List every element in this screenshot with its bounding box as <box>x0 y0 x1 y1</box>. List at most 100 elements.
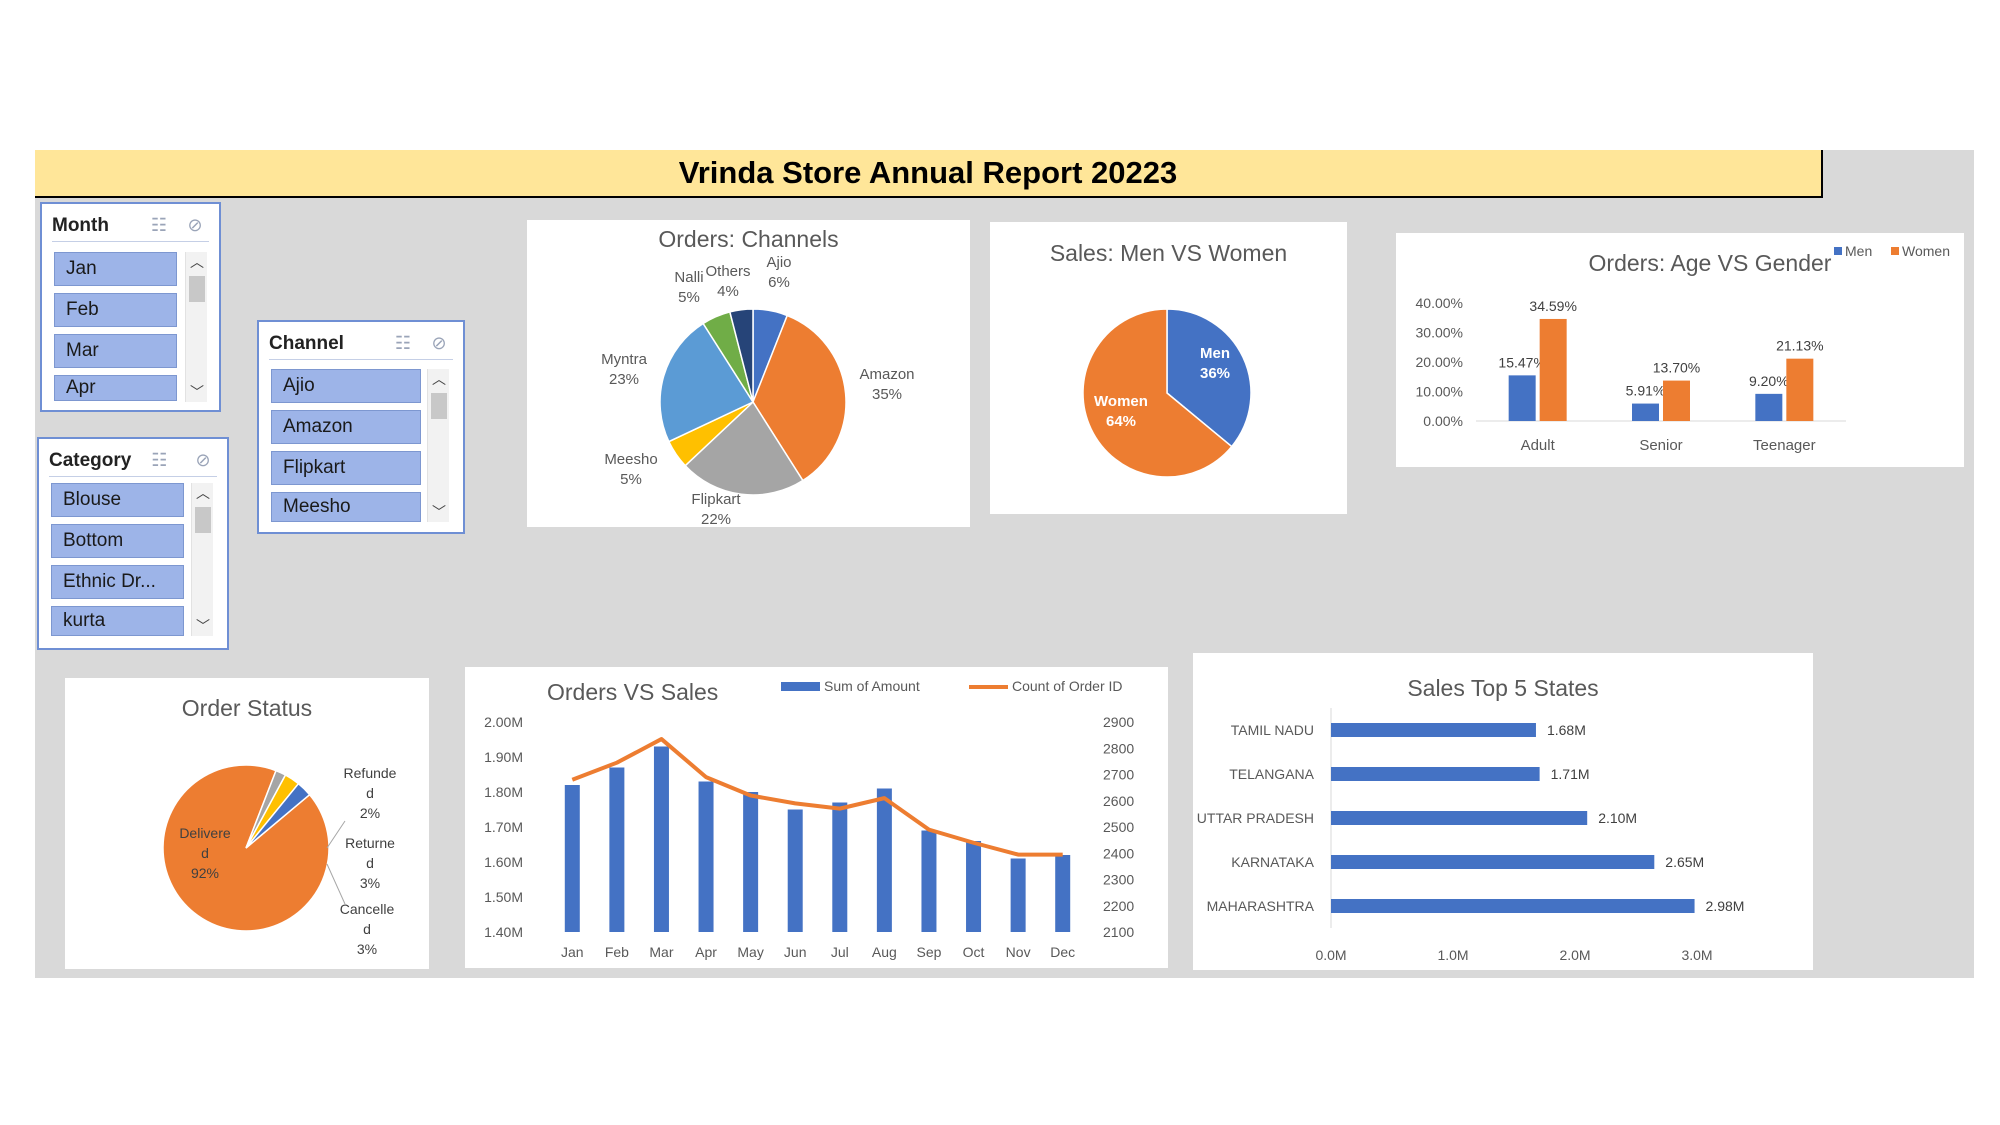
x-tick-label: Feb <box>605 944 629 960</box>
x-tick-label: Jul <box>831 944 849 960</box>
x-tick-label: Oct <box>963 944 985 960</box>
bar-jul <box>832 802 848 932</box>
orders-channels-chart[interactable]: Orders: Channels Ajio 6% Amazon 35% Flipkart… <box>527 220 970 527</box>
slicer-item-feb[interactable]: Feb <box>54 293 177 327</box>
bar-mar <box>653 746 669 932</box>
category-slicer-scrollbar[interactable]: ︿ ﹀ <box>191 483 213 636</box>
data-label: 9.20% <box>1749 373 1789 389</box>
order-status-pie: Delivere d 92% Refunde d 2% Returne d 3% Cancelle… <box>162 764 397 957</box>
slicer-item-ethnic-dress[interactable]: Ethnic Dr... <box>51 565 184 599</box>
pie-slice-amazon <box>752 314 847 482</box>
scroll-up-icon[interactable]: ︿ <box>432 371 446 387</box>
bar-apr <box>698 781 714 932</box>
bar-jan <box>564 785 580 932</box>
sales-men-women-pie: Men 36% Women 64% <box>1082 308 1252 478</box>
bar-aug <box>876 788 892 932</box>
x-tick-label: Sep <box>916 944 941 960</box>
y-tick-label: 0.00% <box>1423 413 1463 429</box>
y-right-tick-label: 2700 <box>1103 767 1134 783</box>
x-tick-label: 2.0M <box>1559 947 1590 963</box>
chart-title: Order Status <box>181 695 313 721</box>
y-right-tick-label: 2500 <box>1103 819 1134 835</box>
chart-title: Orders VS Sales <box>547 679 719 705</box>
bar-nov <box>1010 858 1026 932</box>
slicer-item-jan[interactable]: Jan <box>54 252 177 286</box>
slicer-item-ajio[interactable]: Ajio <box>271 369 421 403</box>
slicer-item-kurta[interactable]: kurta <box>51 606 184 636</box>
data-label-returned: Returne d 3% <box>345 835 395 891</box>
bar-sep <box>921 830 937 932</box>
bar-men-senior <box>1632 403 1659 421</box>
orders-age-gender-bars: 0.00% 10.00% 20.00% 30.00% 40.00% 15.47% 34.59… <box>1416 243 1950 454</box>
y-left-tick-label: 1.70M <box>484 819 523 835</box>
y-tick-label: 20.00% <box>1416 354 1463 370</box>
scroll-down-icon[interactable]: ﹀ <box>190 384 204 400</box>
pie-slice-cancelled <box>245 782 311 849</box>
orders-channels-pie: Ajio 6% Amazon 35% Flipkart 22% Meesho 5% Myntra… <box>601 254 914 527</box>
clear-filter-icon[interactable]: ⊘ <box>187 215 203 235</box>
bar-oct <box>966 841 982 932</box>
clear-filter-icon[interactable]: ⊘ <box>431 333 447 353</box>
data-label-amazon: Amazon 35% <box>859 366 914 403</box>
scroll-up-icon[interactable]: ︿ <box>196 485 210 501</box>
slicer-item-amazon[interactable]: Amazon <box>271 410 421 444</box>
category-slicer[interactable]: Category ☷ ⊘ Blouse Bottom Ethnic Dr... … <box>37 437 229 650</box>
orders-vs-sales-chart[interactable]: Orders VS Sales 1.40M 1.50M 1.60M 1.70M 1.80… <box>465 667 1168 968</box>
y-right-tick-label: 2100 <box>1103 924 1134 940</box>
slicer-item-apr[interactable]: Apr <box>54 375 177 401</box>
y-left-tick-label: 1.50M <box>484 889 523 905</box>
bar-may <box>743 792 759 932</box>
chart-title: Sales: Men VS Women <box>1049 240 1288 266</box>
scroll-thumb[interactable] <box>431 393 447 419</box>
bar-jun <box>787 809 803 932</box>
report-title: Vrinda Store Annual Report 20223 <box>35 150 1823 198</box>
bar-karnataka <box>1331 855 1655 869</box>
clear-filter-icon[interactable]: ⊘ <box>195 450 211 470</box>
y-tick-label: 30.00% <box>1416 325 1463 341</box>
scroll-up-icon[interactable]: ︿ <box>190 254 204 270</box>
sales-men-women-chart[interactable]: Sales: Men VS Women Men 36% Women 64% <box>990 222 1347 514</box>
month-slicer-scrollbar[interactable]: ︿ ﹀ <box>185 252 207 402</box>
scroll-thumb[interactable] <box>195 507 211 533</box>
month-slicer[interactable]: Month ☷ ⊘ Jan Feb Mar Apr ︿ ﹀ <box>40 202 221 412</box>
multi-select-icon[interactable]: ☷ <box>394 333 412 353</box>
pie-slice-flipkart <box>684 400 804 496</box>
multi-select-icon[interactable]: ☷ <box>151 450 168 470</box>
scroll-down-icon[interactable]: ﹀ <box>432 504 446 520</box>
data-label-flipkart: Flipkart 22% <box>691 491 741 527</box>
bar-tamil-nadu <box>1331 723 1536 737</box>
category-slicer-header: Category ☷ ⊘ <box>49 445 217 477</box>
y-left-tick-label: 1.40M <box>484 924 523 940</box>
orders-age-gender-chart[interactable]: Orders: Age VS Gender 0.00% 10.00% 20.00% 3… <box>1396 233 1964 467</box>
slicer-item-mar[interactable]: Mar <box>54 334 177 368</box>
x-tick-label: Teenager <box>1753 437 1816 454</box>
y-right-tick-label: 2300 <box>1103 872 1134 888</box>
bar-women-teenager <box>1786 358 1814 421</box>
line-count-of-order-id <box>571 737 1063 857</box>
channel-slicer[interactable]: Channel ☷ ⊘ Ajio Amazon Flipkart Meesho … <box>257 320 465 534</box>
channel-slicer-scrollbar[interactable]: ︿ ﹀ <box>427 369 449 522</box>
pie-slice-others <box>728 308 754 403</box>
data-label: 15.47% <box>1498 354 1545 370</box>
x-tick-label: Dec <box>1050 944 1075 960</box>
scroll-down-icon[interactable]: ﹀ <box>196 618 210 634</box>
bar-women-senior <box>1663 380 1690 421</box>
data-label: 34.59% <box>1529 298 1576 314</box>
bar-uttar-pradesh <box>1331 811 1588 825</box>
legend-label-men: Men <box>1845 243 1872 259</box>
multi-select-icon[interactable]: ☷ <box>150 215 168 235</box>
sales-top-states-chart[interactable]: Sales Top 5 States TAMIL NADU 1.68M TELANG… <box>1193 653 1813 970</box>
x-tick-label: 0.0M <box>1315 947 1346 963</box>
data-label: 2.10M <box>1598 810 1637 826</box>
data-label-men: Men 36% <box>1200 345 1230 382</box>
slicer-item-bottom[interactable]: Bottom <box>51 524 184 558</box>
x-tick-label: 1.0M <box>1437 947 1468 963</box>
order-status-chart[interactable]: Order Status Delivere d 92% Refunde d 2% Retur… <box>65 678 429 969</box>
scroll-thumb[interactable] <box>189 276 205 302</box>
slicer-item-blouse[interactable]: Blouse <box>51 483 184 517</box>
legend-label-sum-of-amount: Sum of Amount <box>824 678 920 694</box>
slicer-item-meesho[interactable]: Meesho <box>271 492 421 522</box>
slicer-item-flipkart[interactable]: Flipkart <box>271 451 421 485</box>
x-tick-label: Senior <box>1639 437 1682 454</box>
y-left-tick-label: 2.00M <box>484 714 523 730</box>
